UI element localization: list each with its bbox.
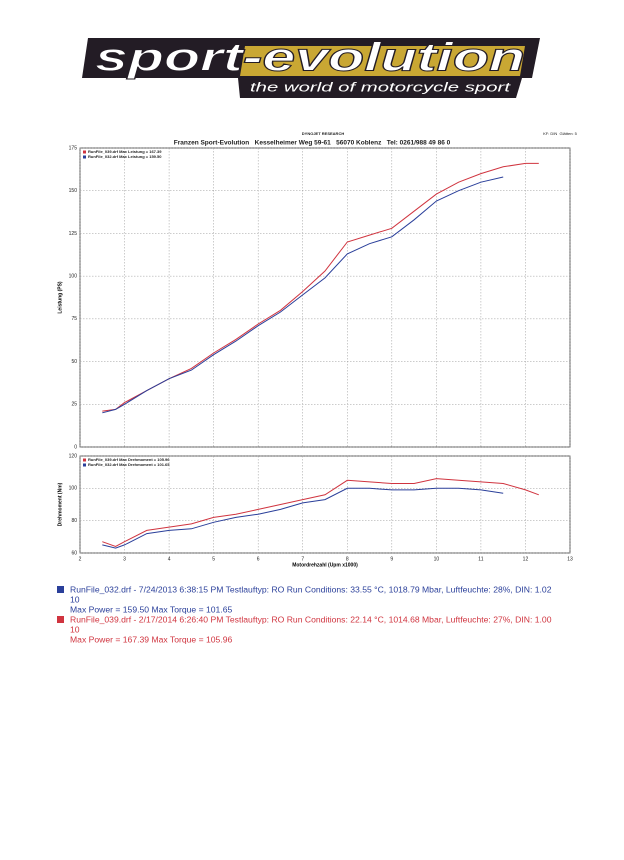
series-line — [102, 487, 504, 549]
y-tick-label: 50 — [71, 359, 77, 365]
y-axis-label: Drehmoment (Nm) — [57, 482, 63, 526]
run-swatch — [57, 586, 64, 593]
logo-title: sport-evolution — [95, 36, 525, 80]
x-tick-label: 11 — [478, 556, 483, 562]
y-tick-label: 0 — [74, 444, 77, 450]
x-tick-label: 6 — [257, 556, 260, 562]
x-tick-label: 8 — [346, 556, 349, 562]
x-tick-label: 4 — [168, 556, 171, 562]
legend-entry: RunFile_039.drf Max Drehmoment = 105.96 — [88, 457, 170, 462]
run-swatch — [57, 616, 64, 623]
x-tick-label: 13 — [567, 556, 573, 562]
plot-frame — [79, 147, 571, 448]
run-max: Max Power = 167.39 Max Torque = 105.96 — [70, 634, 232, 644]
y-tick-label: 25 — [71, 402, 77, 408]
y-axis-label: Leistung (PS) — [57, 281, 63, 314]
legend-swatch — [83, 150, 86, 154]
logo-accent — [240, 46, 525, 76]
series-line — [102, 176, 504, 414]
logo-tagline-bar — [238, 78, 522, 98]
y-tick-label: 100 — [69, 486, 78, 492]
logo-tagline: the world of motorcycle sport — [250, 79, 512, 94]
y-tick-label: 80 — [71, 518, 77, 524]
x-tick-label: 12 — [523, 556, 529, 562]
run-conditions: RunFile_039.drf - 2/17/2014 6:26:40 PM T… — [70, 614, 552, 624]
x-tick-label: 2 — [79, 556, 82, 562]
series-line — [102, 478, 539, 548]
x-axis-label: Motordrehzahl (Upm x1000) — [292, 562, 358, 568]
x-tick-label: 5 — [212, 556, 215, 562]
company: DYNOJET RESEARCH — [302, 131, 345, 136]
settings: KF: DIN Glätten: 5 — [543, 131, 578, 136]
run-conditions: RunFile_032.drf - 7/24/2013 6:38:15 PM T… — [70, 584, 552, 594]
run-max: Max Power = 159.50 Max Torque = 101.65 — [70, 604, 232, 614]
y-tick-label: 150 — [69, 188, 78, 194]
legend-swatch — [83, 463, 86, 467]
x-tick-label: 10 — [434, 556, 440, 562]
y-tick-label: 125 — [69, 231, 78, 237]
x-tick-label: 3 — [123, 556, 126, 562]
legend-entry: RunFile_032.drf Max Drehmoment = 101.65 — [88, 462, 170, 467]
legend-entry: RunFile_039.drf Max Leistung = 167.39 — [88, 149, 162, 154]
run-conditions-cont: 10 — [70, 594, 80, 604]
run-conditions-cont: 10 — [70, 624, 80, 634]
y-tick-label: 175 — [69, 145, 78, 151]
legend-entry: RunFile_032.drf Max Leistung = 159.50 — [88, 154, 162, 159]
x-tick-label: 9 — [390, 556, 393, 562]
legend-swatch — [83, 155, 86, 159]
x-tick-label: 7 — [301, 556, 304, 562]
y-tick-label: 60 — [71, 550, 77, 556]
y-tick-label: 75 — [71, 316, 77, 322]
y-tick-label: 100 — [69, 273, 78, 279]
address: Franzen Sport-Evolution Kesselheimer Weg… — [174, 140, 451, 147]
legend-swatch — [83, 458, 86, 462]
y-tick-label: 120 — [69, 453, 78, 459]
